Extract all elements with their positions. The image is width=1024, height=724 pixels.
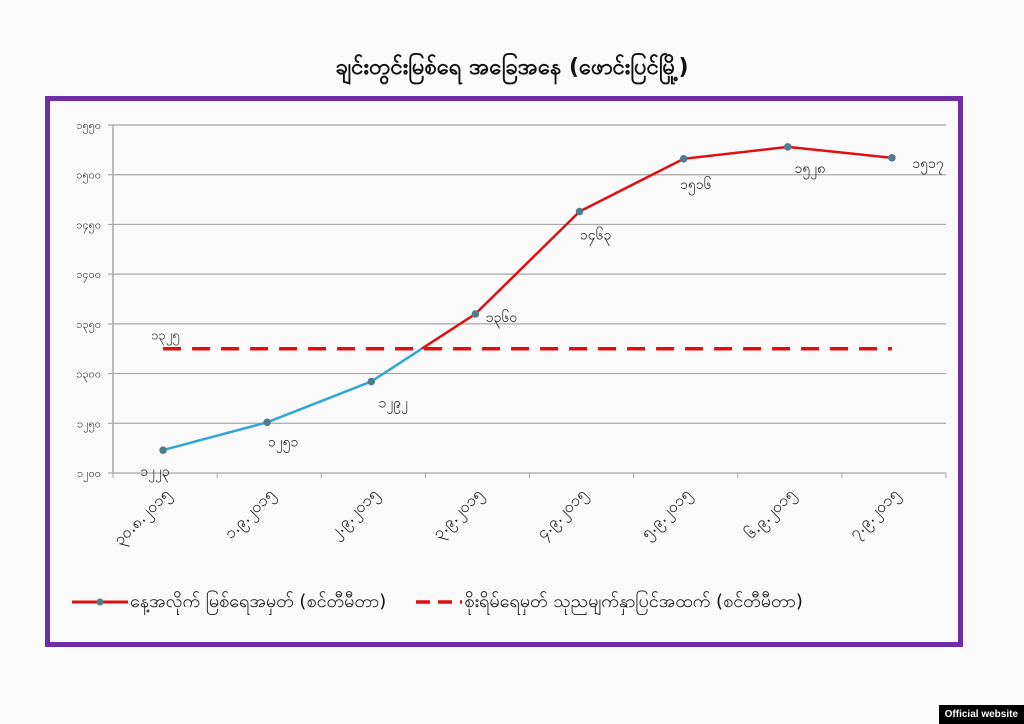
legend: နေ့အလိုက် မြစ်ရေအမှတ် (စင်တီမီတာ) စိုးရိ… <box>70 588 950 616</box>
solid-line-marker-icon <box>72 598 128 606</box>
legend-label-daily-level: နေ့အလိုက် မြစ်ရေအမှတ် (စင်တီမီတာ) <box>130 590 387 612</box>
x-tick-label: ၇.၉.၂၀၁၅ <box>845 484 905 544</box>
warning-level-label: ၁၃၂၅ <box>151 329 179 346</box>
data-label: ၁၅၁၆ <box>680 177 712 195</box>
data-point-marker <box>679 155 688 163</box>
series-line-above-warning <box>421 145 893 350</box>
x-tick-label: ၃၀.၈.၂၀၁၅ <box>109 484 176 551</box>
data-point-marker <box>575 207 584 216</box>
data-label: ၁၅၁၇ <box>912 156 944 174</box>
y-tick-label: ၁၂၀၀ <box>77 467 101 482</box>
legend-item-warning-level: စိုးရိမ်ရေမှတ် သုညမျက်နှာပြင်အထက် (စင်တီ… <box>414 589 803 616</box>
x-tick-label: ၂.၉.၂၀၁၅ <box>325 484 384 543</box>
y-tick-label: ၁၅၅၀ <box>76 119 101 134</box>
y-tick-label: ၁၄၅၀ <box>76 218 101 233</box>
official-website-badge: Official website <box>938 705 1024 724</box>
data-label: ၁၂၅၁ <box>268 434 299 452</box>
y-tick-label: ၁၅၀၀ <box>76 169 101 184</box>
x-tick-label: ၅.၉.၂၀၁၅ <box>637 484 697 544</box>
x-tick-label: ၆.၉.၂၀၁၅ <box>741 484 801 544</box>
data-point-marker <box>471 310 480 318</box>
chart-title: ချင်းတွင်းမြစ်ရေ အခြေအနေ (ဖောင်းပြင်မြို… <box>335 55 689 80</box>
data-point-marker <box>367 377 376 386</box>
legend-label-warning-level: စိုးရိမ်ရေမှတ် သုညမျက်နှာပြင်အထက် (စင်တီ… <box>464 590 803 612</box>
x-tick-label: ၃.၉.၂၀၁၅ <box>428 484 488 544</box>
data-point-marker <box>888 154 896 162</box>
data-label: ၁၅၂၈ <box>795 161 826 179</box>
data-label: ၁၂၂၃ <box>140 464 170 482</box>
y-tick-label: ၁၂၅၀ <box>77 417 101 432</box>
dashed-line-icon <box>416 600 463 604</box>
x-tick-label: ၁.၉.၂၀၁၅ <box>220 484 280 544</box>
data-point-marker <box>159 446 167 454</box>
y-tick-label: ၁၃၅၀ <box>76 318 101 333</box>
data-label: ၁၂၉၂ <box>379 396 409 414</box>
y-tick-label: ၁၄၀၀ <box>76 268 101 283</box>
y-tick-label: ၁၃၀၀ <box>76 368 101 383</box>
data-label: ၁၃၆၀ <box>486 310 518 328</box>
chart-frame <box>45 96 963 647</box>
x-tick-label: ၄.၉.၂၀၁၅ <box>532 484 592 544</box>
data-point-marker <box>784 143 792 151</box>
legend-item-daily-level: နေ့အလိုက် မြစ်ရေအမှတ် (စင်တီမီတာ) <box>70 589 386 616</box>
series-line-below-warning <box>162 347 423 452</box>
data-label: ၁၄၆၃ <box>580 228 612 246</box>
data-point-marker <box>263 418 271 427</box>
